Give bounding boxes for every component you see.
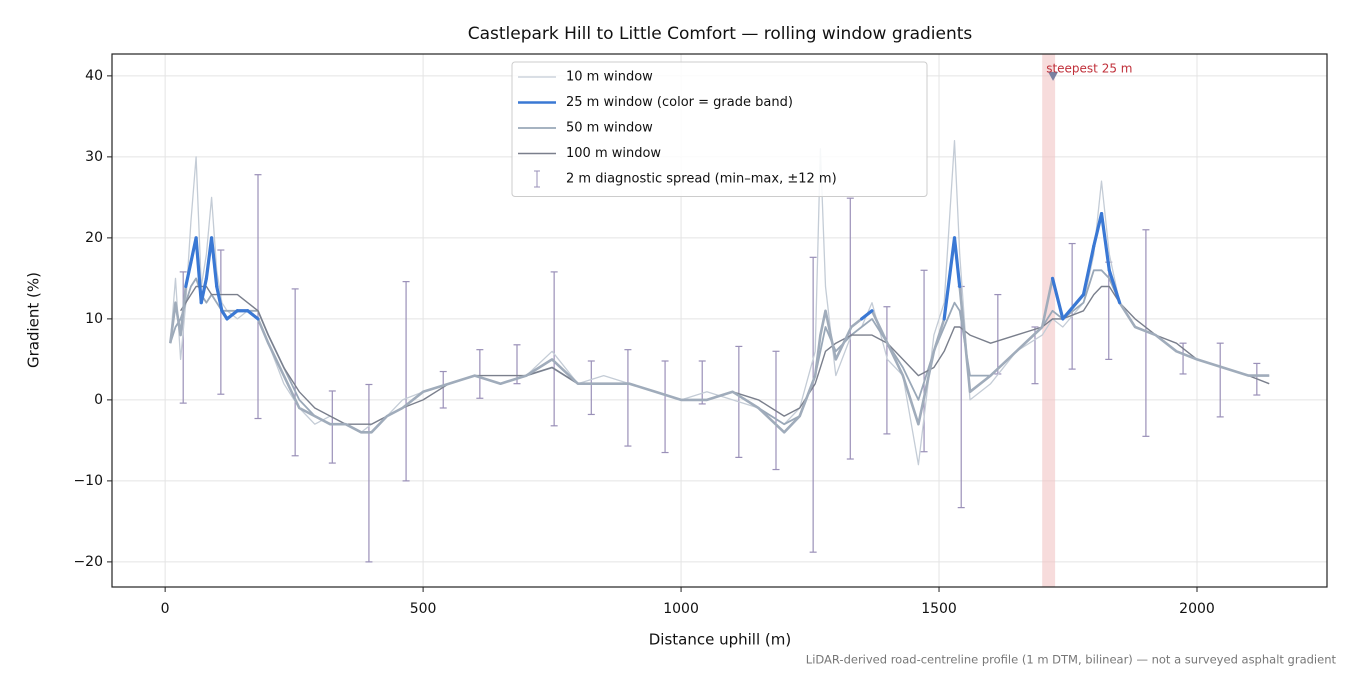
error-bar <box>254 174 262 420</box>
grade-band-segment <box>209 236 219 289</box>
error-bar <box>217 249 225 395</box>
error-bar <box>328 390 336 464</box>
error-bar <box>587 360 595 416</box>
y-tick-label: 40 <box>85 68 103 84</box>
grade-band-segment <box>194 236 203 305</box>
x-axis-label: Distance uphill (m) <box>649 631 791 649</box>
error-bar <box>1142 229 1150 437</box>
error-bar <box>365 383 373 563</box>
grade-band-segment <box>184 260 193 289</box>
y-tick-label: −10 <box>73 473 103 489</box>
chart-title: Castlepark Hill to Little Comfort — roll… <box>468 24 973 44</box>
error-bar <box>439 370 447 409</box>
error-bar <box>624 349 632 447</box>
series-line <box>169 140 1270 466</box>
grade-band-segment <box>1107 268 1122 305</box>
x-tick-label: 1000 <box>663 601 699 617</box>
x-tick-label: 500 <box>410 601 437 617</box>
grade-band-segment <box>860 309 874 321</box>
y-axis-label: Gradient (%) <box>25 272 43 368</box>
y-tick-label: 20 <box>85 230 103 246</box>
y-tick-label: 30 <box>85 149 103 165</box>
legend-box <box>511 61 928 197</box>
y-tick-label: −20 <box>73 554 103 570</box>
legend-label: 10 m window <box>566 70 653 85</box>
grade-band-segment <box>1081 244 1096 297</box>
y-tick-label: 0 <box>94 392 103 408</box>
grade-band-segment <box>942 236 957 321</box>
series-line <box>169 269 1270 434</box>
error-bar <box>476 349 484 399</box>
steepest-band <box>1042 54 1056 587</box>
series-line <box>180 285 1270 425</box>
x-tick-label: 1500 <box>921 601 957 617</box>
grade-band-segment <box>215 284 224 313</box>
grade-band-segment <box>1061 292 1086 321</box>
legend-label: 25 m window (color = grade band) <box>566 95 793 110</box>
error-bar <box>809 256 817 553</box>
error-bar <box>920 269 928 453</box>
y-tick-label: 10 <box>85 311 103 327</box>
grade-band-segment <box>199 276 209 305</box>
grade-band-segment <box>1050 276 1065 321</box>
legend-label: 2 m diagnostic spread (min–max, ±12 m) <box>566 172 837 187</box>
grade-band-segment <box>1092 211 1104 248</box>
error-bar <box>698 360 706 405</box>
error-bar <box>1216 342 1224 418</box>
error-bar <box>402 281 410 482</box>
annotation-label: steepest 25 m <box>1046 61 1132 75</box>
error-bar <box>661 360 669 454</box>
x-tick-label: 2000 <box>1179 601 1215 617</box>
error-bar <box>1031 326 1039 385</box>
grade-band-segment <box>246 309 260 321</box>
error-bar <box>994 293 1002 375</box>
legend-swatch <box>534 170 540 188</box>
legend-label: 100 m window <box>566 146 661 161</box>
grade-band-segment <box>952 236 962 289</box>
x-tick-label: 0 <box>161 601 170 617</box>
error-bar <box>291 288 299 457</box>
plot-frame <box>111 53 1328 588</box>
grade-band-segment <box>1099 211 1111 272</box>
error-bar <box>550 271 558 427</box>
steepest-marker <box>1048 71 1059 81</box>
grade-band-segment <box>225 309 239 321</box>
legend-label: 50 m window <box>566 121 653 136</box>
footnote: LiDAR-derived road-centreline profile (1… <box>806 653 1337 667</box>
error-bar <box>883 306 891 435</box>
